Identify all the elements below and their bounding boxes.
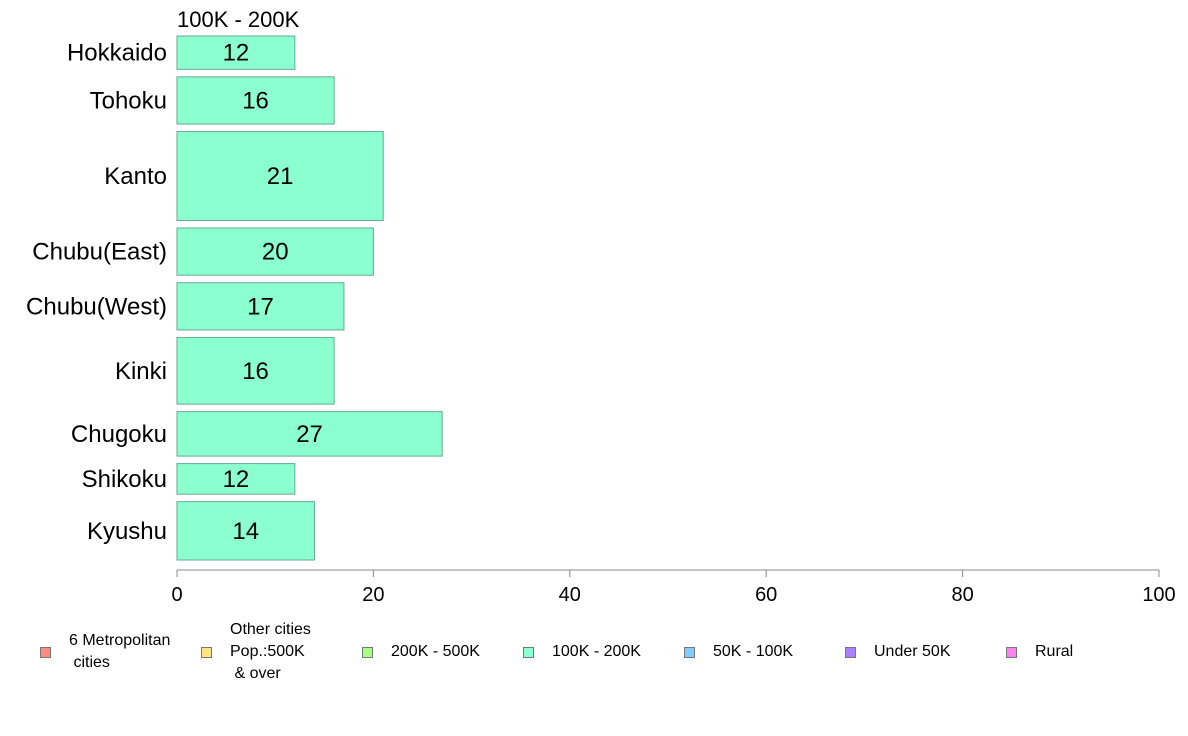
x-tick-label: 40 — [559, 584, 581, 606]
data-label: 21 — [267, 163, 294, 190]
legend-item: Under 50K — [845, 641, 951, 663]
category-label: Chubu(East) — [32, 239, 167, 266]
legend-item: 100K - 200K — [523, 641, 641, 663]
category-label: Shikoku — [82, 466, 167, 493]
bar-chugoku — [176, 411, 443, 457]
bar-tohoku — [176, 76, 335, 125]
bar-shikoku — [176, 463, 296, 495]
bar-kyushu — [176, 501, 315, 561]
bar-chart: 100K - 200K Hokkaido 12 Tohoku 16 Kanto 21 Chu… — [26, 7, 1176, 606]
category-label: Tohoku — [90, 87, 167, 114]
category-label: Kyushu — [87, 518, 167, 545]
data-label: 20 — [262, 239, 289, 266]
bars-layer: Hokkaido 12 Tohoku 16 Kanto 21 Chubu(East) 20 Ch… — [26, 35, 443, 561]
legend-item: 6 Metropolitan cities — [40, 630, 170, 674]
bar-chubu-west — [176, 282, 345, 331]
bar-hokkaido — [176, 35, 296, 70]
bar-kinki — [176, 336, 335, 405]
legend-swatch — [1006, 646, 1017, 658]
x-tick-label: 0 — [171, 584, 182, 606]
category-label: Chubu(West) — [26, 293, 167, 320]
category-label: Kinki — [115, 358, 167, 385]
legend-label: 50K - 100K — [713, 643, 794, 660]
legend-item: 200K - 500K — [362, 641, 480, 663]
legend-label: 100K - 200K — [552, 643, 641, 660]
legend-swatch — [684, 646, 695, 658]
data-label: 16 — [242, 87, 269, 114]
legend-label: Rural — [1035, 643, 1074, 660]
data-label: 27 — [296, 421, 323, 448]
legend-swatch — [362, 646, 373, 658]
chart-title: 100K - 200K — [177, 7, 300, 32]
data-label: 14 — [232, 518, 259, 545]
data-label: 16 — [242, 358, 269, 385]
x-tick-label: 60 — [755, 584, 777, 606]
category-label: Kanto — [104, 163, 167, 190]
legend-label: Under 50K — [874, 643, 951, 660]
data-label: 12 — [223, 466, 250, 493]
data-label: 12 — [223, 40, 250, 67]
x-tick-label: 20 — [362, 584, 384, 606]
legend-label: 200K - 500K — [391, 643, 480, 660]
x-tick-label: 80 — [951, 584, 973, 606]
legend-label: 6 Metropolitan cities — [69, 632, 171, 671]
legend: 6 Metropolitan cities Other cities Pop.:5… — [0, 610, 1188, 700]
legend-swatch — [40, 646, 51, 658]
legend-swatch — [845, 646, 856, 658]
category-label: Hokkaido — [67, 40, 167, 67]
legend-item: Other cities Pop.:500K & over — [201, 619, 311, 685]
legend-item: 50K - 100K — [684, 641, 793, 663]
legend-swatch — [201, 646, 212, 658]
x-axis: 0 20 40 60 80 100 — [171, 569, 1176, 606]
legend-swatch — [523, 646, 534, 658]
data-label: 17 — [247, 293, 274, 320]
legend-label: Other cities Pop.:500K & over — [230, 621, 311, 682]
bar-kanto — [176, 131, 384, 221]
legend-item: Rural — [1006, 641, 1073, 663]
category-label: Chugoku — [71, 421, 167, 448]
bar-chubu-east — [176, 227, 374, 276]
x-tick-label: 100 — [1142, 584, 1175, 606]
